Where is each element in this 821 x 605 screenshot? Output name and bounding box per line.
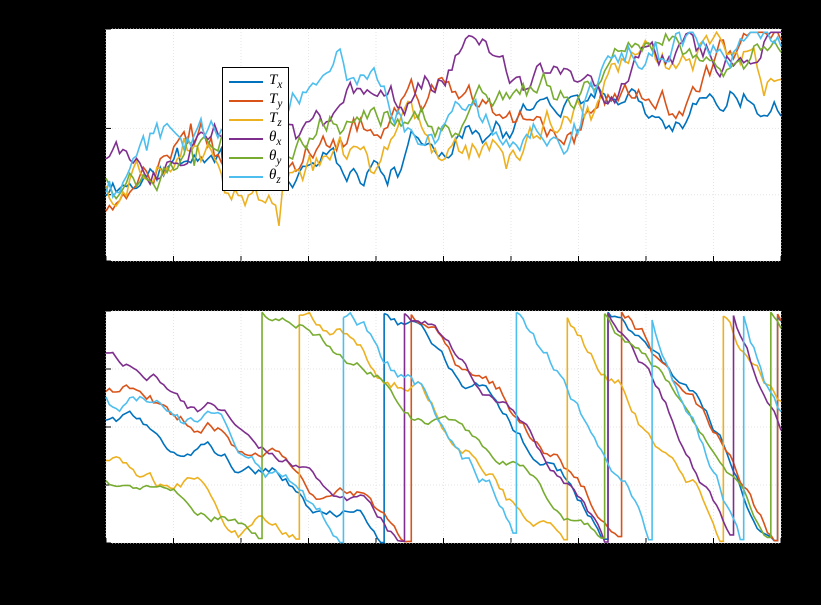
legend-label: Tx — [269, 72, 282, 91]
bottom-plot-svg — [106, 311, 781, 543]
series-Tx — [106, 314, 384, 543]
legend-label: Ty — [269, 91, 282, 110]
series-Tz — [567, 316, 723, 541]
legend-item: Tz — [229, 110, 282, 129]
legend-swatch — [229, 100, 263, 102]
legend-item: Ty — [229, 91, 282, 110]
series-thx — [608, 313, 734, 535]
legend-swatch — [229, 138, 263, 140]
legend-label: Tz — [269, 110, 282, 129]
series-thx — [734, 316, 781, 431]
top-plot-svg — [106, 29, 781, 261]
series-thx — [404, 313, 608, 542]
legend-label: θx — [269, 129, 281, 148]
bottom-plot — [105, 310, 782, 544]
legend-label: θz — [269, 167, 281, 186]
series-Ty — [106, 315, 411, 542]
legend-item: θz — [229, 167, 282, 186]
legend-label: θy — [269, 148, 281, 167]
figure-container: TxTyTzθxθyθz — [0, 0, 821, 605]
legend-swatch — [229, 81, 263, 83]
legend-item: Tx — [229, 72, 282, 91]
series-Tx — [384, 312, 608, 539]
legend-item: θx — [229, 129, 282, 148]
series-thz — [106, 32, 781, 197]
legend-box: TxTyTzθxθyθz — [222, 67, 289, 191]
top-plot: TxTyTzθxθyθz — [105, 28, 782, 262]
legend-swatch — [229, 119, 263, 121]
legend-swatch — [229, 176, 263, 178]
series-thx — [106, 313, 404, 541]
series-thz — [744, 316, 781, 412]
series-thy — [106, 312, 262, 538]
legend-swatch — [229, 157, 263, 159]
series-thz — [106, 317, 343, 542]
series-Tz — [723, 316, 781, 401]
legend-item: θy — [229, 148, 282, 167]
series-Ty — [622, 312, 778, 540]
